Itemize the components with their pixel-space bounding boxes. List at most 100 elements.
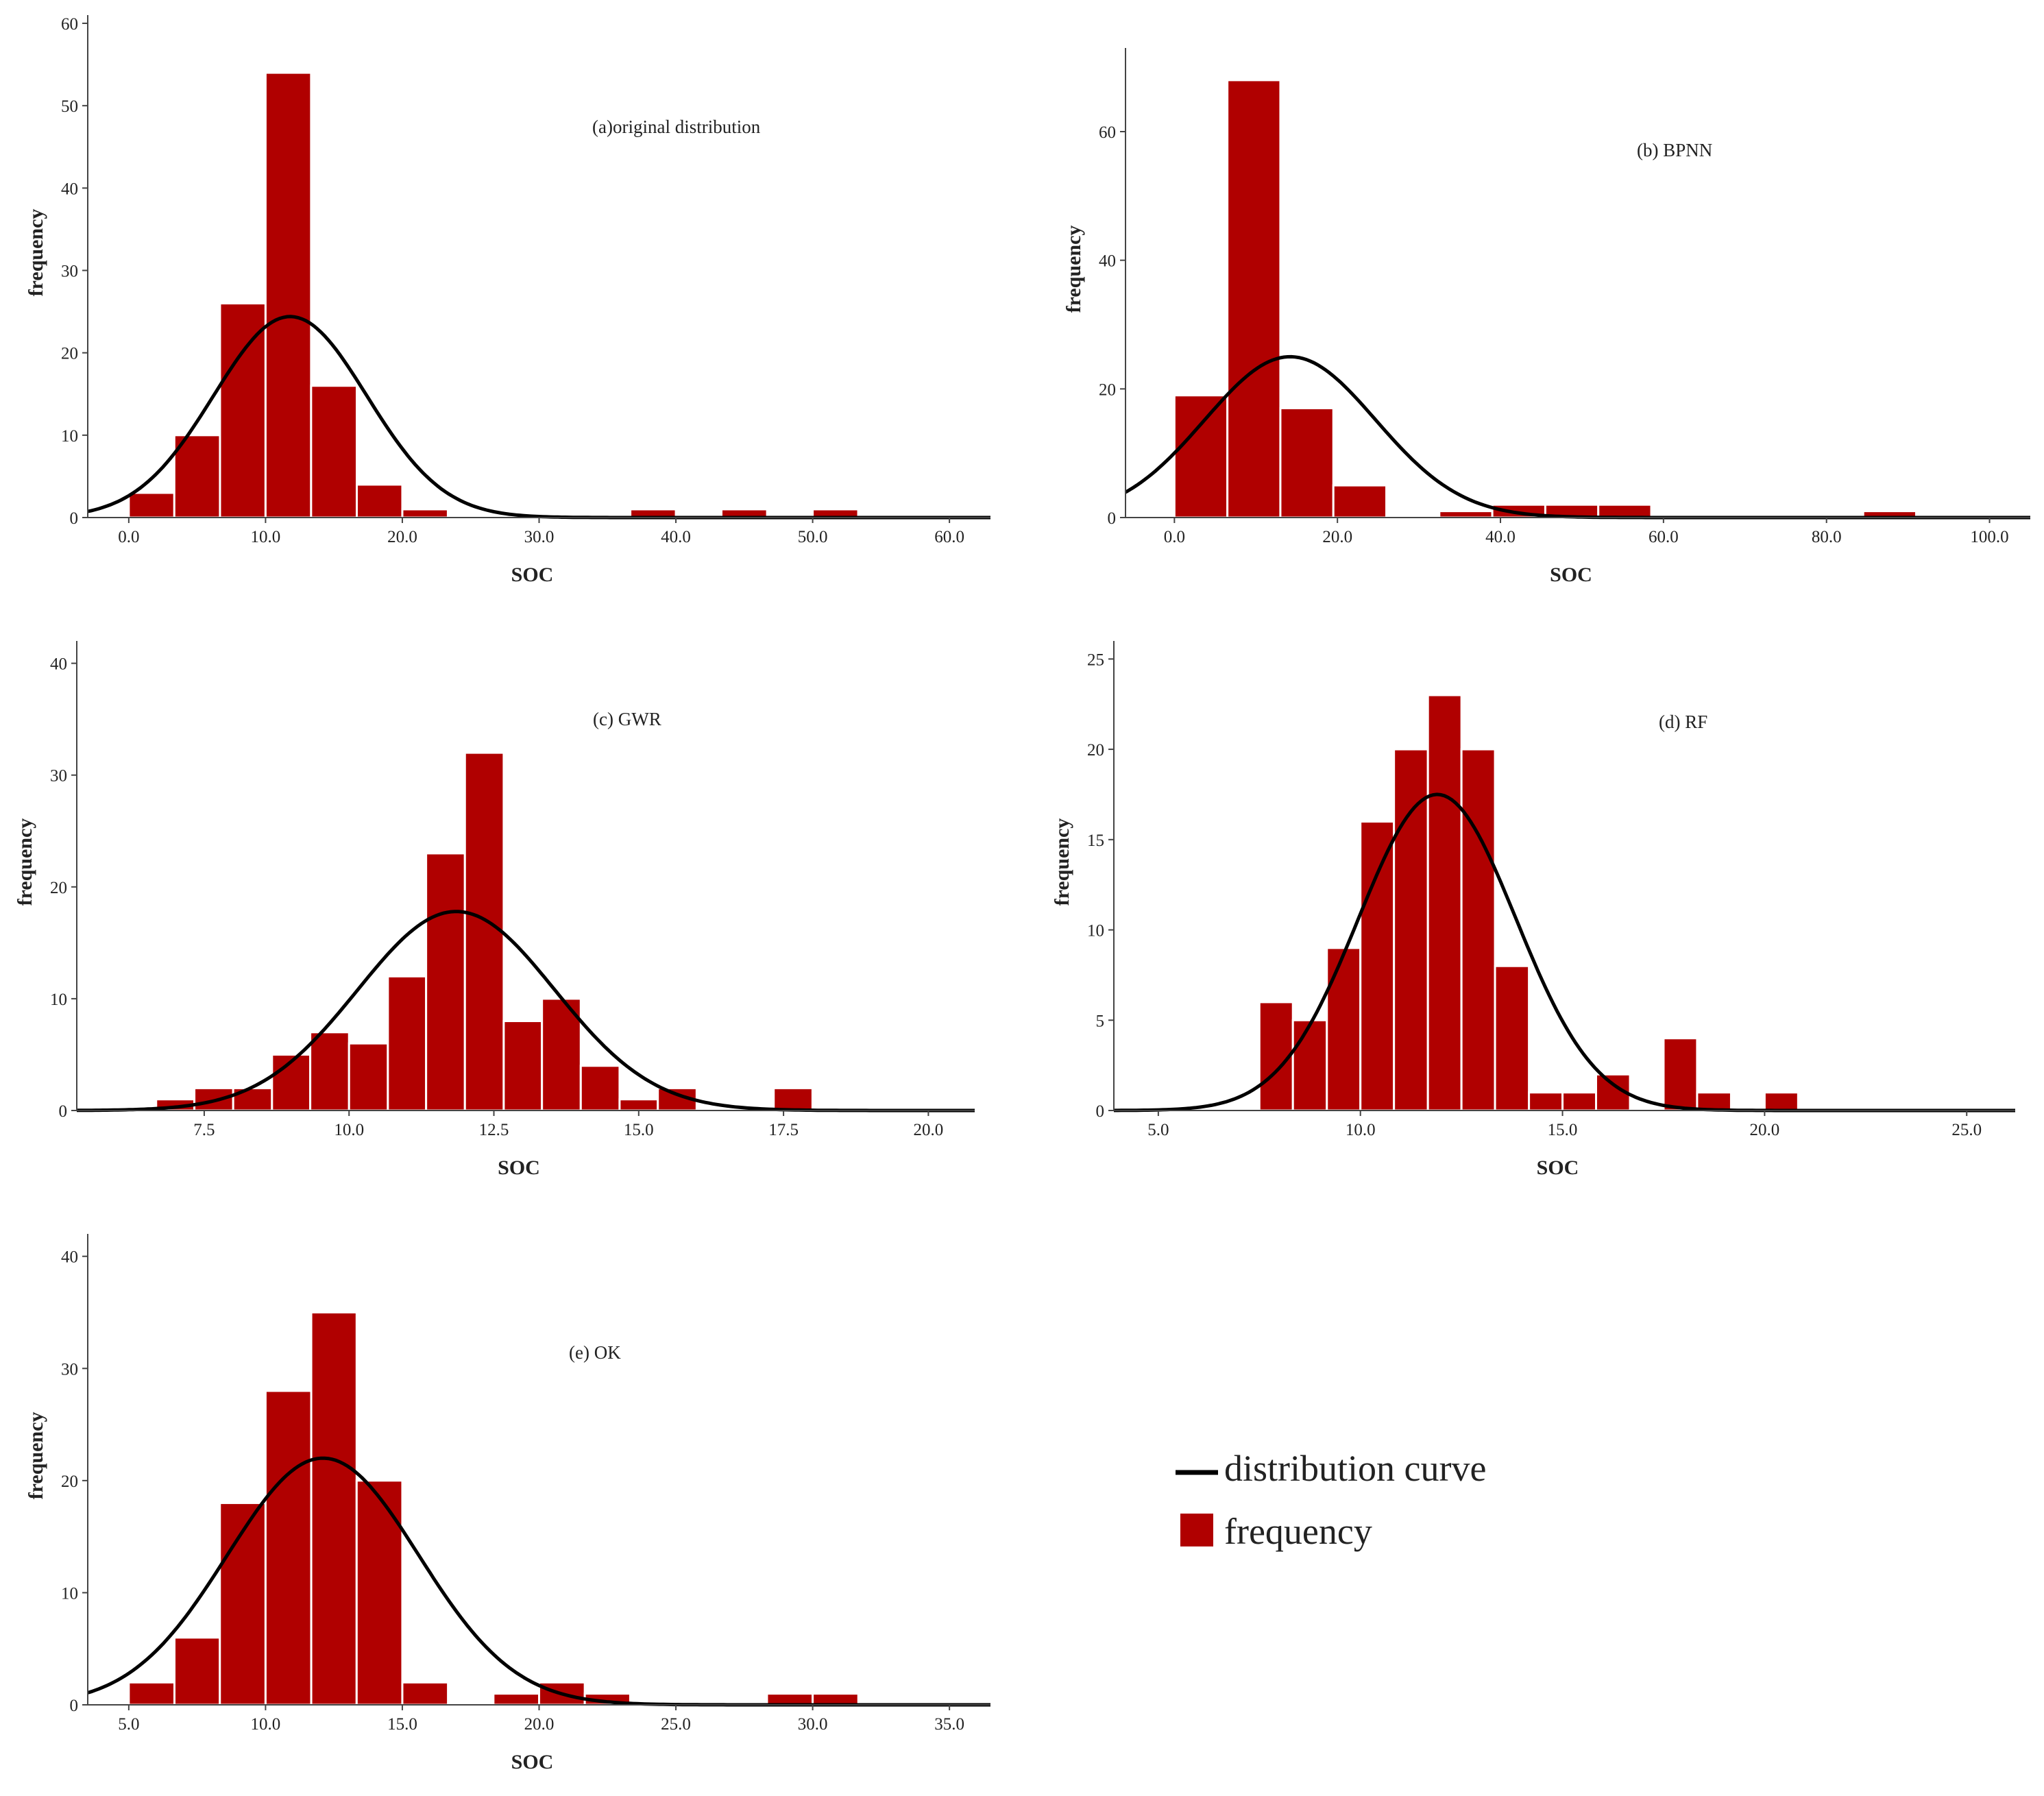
y-tick-label: 60: [1099, 123, 1116, 142]
y-axis-label: frequency: [25, 1412, 47, 1500]
x-tick-label: 30.0: [798, 1715, 828, 1734]
x-tick-label: 60.0: [1648, 528, 1679, 546]
histogram-bar: [579, 1065, 621, 1112]
x-axis-label: SOC: [498, 1156, 540, 1179]
histogram-bar: [1528, 1091, 1564, 1112]
histogram-bar: [387, 975, 428, 1112]
panel-title: (d) RF: [1659, 712, 1707, 732]
histogram-bar: [310, 1311, 358, 1706]
x-tick-label: 30.0: [524, 528, 555, 546]
y-tick-label: 20: [1099, 380, 1116, 399]
y-tick-label: 10: [1087, 922, 1104, 941]
x-axis-label: SOC: [511, 1751, 554, 1773]
histogram-bar: [492, 1692, 540, 1706]
histogram-bar: [309, 1031, 350, 1112]
legend-curve-label: distribution curve: [1224, 1448, 1486, 1489]
x-tick-label: 7.5: [193, 1121, 215, 1139]
histogram-bar: [356, 483, 404, 519]
x-tick-label: 10.0: [334, 1121, 364, 1139]
y-tick-label: 0: [1096, 1102, 1105, 1121]
histogram-bar: [219, 302, 267, 519]
histogram-bar: [1359, 820, 1396, 1112]
distribution-curve: [1114, 792, 2015, 1113]
panel-title: (c) GWR: [593, 709, 661, 729]
x-tick-label: 10.0: [251, 1715, 281, 1734]
y-tick-label: 30: [61, 1360, 78, 1379]
y-tick-label: 60: [61, 15, 78, 34]
x-tick-label: 12.5: [479, 1121, 509, 1139]
x-tick-label: 40.0: [1485, 528, 1516, 546]
legend-bar-label: frequency: [1224, 1511, 1372, 1552]
y-tick-label: 40: [61, 180, 78, 198]
histogram-bar: [127, 492, 175, 519]
histogram-bar: [1460, 748, 1496, 1112]
x-tick-label: 10.0: [251, 528, 281, 546]
histogram-bar: [502, 1020, 544, 1112]
y-tick-label: 20: [50, 879, 67, 897]
y-axis-label: frequency: [1062, 226, 1085, 313]
histogram-bar: [1662, 1037, 1699, 1112]
y-axis-label: frequency: [25, 209, 47, 297]
histogram-bar: [1438, 510, 1494, 519]
panel-title: (b) BPNN: [1637, 140, 1712, 160]
histogram-panel-a: 0 10 20 30 40 50 60 0.0 10.0 20.0 30.0 40.0 50.0 60.0…: [25, 15, 990, 586]
x-tick-label: 20.0: [914, 1121, 944, 1139]
y-tick-label: 0: [1108, 509, 1117, 528]
y-tick-label: 10: [61, 427, 78, 446]
histogram-bar: [772, 1087, 814, 1112]
x-tick-label: 15.0: [624, 1121, 654, 1139]
y-tick-label: 0: [70, 1697, 79, 1715]
legend: distribution curve frequency: [1176, 1448, 1486, 1552]
histogram-bar: [401, 1681, 450, 1706]
legend-bar-swatch: [1180, 1514, 1213, 1546]
x-tick-label: 60.0: [934, 528, 964, 546]
histogram-bar: [618, 1098, 659, 1112]
histogram-bar: [271, 1053, 312, 1112]
histogram-panel-b: 0 20 40 60 0.0 20.0 40.0 60.0 80.0 100.0 SOC freque…: [1062, 48, 2030, 586]
histogram-bar: [1291, 1019, 1328, 1112]
y-axis-label: frequency: [14, 818, 36, 906]
y-tick-label: 20: [61, 1472, 78, 1491]
x-axis-label: SOC: [511, 563, 554, 586]
x-tick-label: 20.0: [1322, 528, 1352, 546]
y-tick-label: 30: [50, 767, 67, 786]
y-tick-label: 10: [50, 991, 67, 1009]
histogram-bar: [264, 71, 313, 519]
histogram-bar: [127, 1681, 176, 1706]
panel-title: (a)original distribution: [592, 117, 761, 137]
histogram-panel-d: 0 5 10 15 20 25 5.0 10.0 15.0 20.0 25.0 SOC frequenc…: [1051, 641, 2015, 1179]
histogram-bar: [1561, 1091, 1597, 1112]
y-tick-label: 10: [61, 1584, 78, 1603]
y-tick-label: 0: [70, 509, 79, 528]
histogram-bar: [1597, 503, 1653, 519]
histogram-bar: [401, 508, 449, 519]
histogram-bar: [348, 1042, 389, 1112]
x-tick-label: 35.0: [934, 1715, 964, 1734]
histogram-bar: [1426, 694, 1463, 1112]
histogram-bar: [1173, 394, 1229, 519]
x-tick-label: 15.0: [1548, 1121, 1578, 1139]
y-tick-label: 40: [1099, 252, 1116, 271]
x-tick-label: 50.0: [798, 528, 828, 546]
x-tick-label: 25.0: [661, 1715, 691, 1734]
histogram-bar: [1696, 1091, 1732, 1112]
panel-title: (e) OK: [569, 1342, 621, 1363]
histogram-bar: [1494, 964, 1531, 1112]
x-tick-label: 5.0: [1147, 1121, 1169, 1139]
x-tick-label: 17.5: [768, 1121, 799, 1139]
x-tick-label: 100.0: [1970, 528, 2008, 546]
histogram-bar: [264, 1390, 313, 1706]
x-axis-label: SOC: [1537, 1156, 1579, 1179]
histogram-bar: [1763, 1091, 1799, 1112]
histogram-bar: [1332, 484, 1388, 519]
histogram-bar: [355, 1479, 404, 1706]
histogram-panel-c: 0 10 20 30 40 7.5 10.0 12.5 15.0 17.5 20.0 SOC frequ…: [14, 641, 975, 1179]
y-tick-label: 40: [61, 1248, 78, 1267]
x-tick-label: 40.0: [661, 528, 691, 546]
histogram-bar: [173, 1636, 221, 1706]
histogram-bar: [1279, 406, 1335, 519]
x-tick-label: 80.0: [1812, 528, 1842, 546]
x-tick-label: 0.0: [1164, 528, 1185, 546]
x-tick-label: 10.0: [1346, 1121, 1376, 1139]
histogram-bar: [219, 1502, 267, 1706]
